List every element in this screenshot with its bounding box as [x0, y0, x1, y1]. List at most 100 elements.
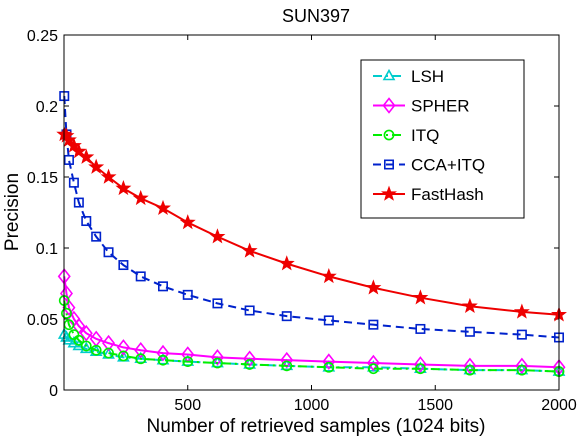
series-spher [57, 268, 566, 376]
data-point-spher [134, 341, 148, 359]
legend-marker-cca-itq [383, 159, 394, 170]
legend-marker-itq [383, 129, 395, 141]
data-point-cca-itq [103, 247, 114, 258]
legend-item-fasthash: FastHash [373, 185, 484, 204]
legend-label-lsh: LSH [411, 67, 444, 86]
data-point-spher [102, 334, 116, 352]
data-point-fasthash [78, 148, 95, 164]
data-point-fasthash [461, 297, 478, 313]
legend-item-cca-itq: CCA+ITQ [373, 156, 485, 175]
data-point-fasthash [278, 255, 295, 271]
data-point-cca-itq [323, 315, 334, 326]
data-point-itq [157, 354, 169, 366]
data-point-lsh [134, 351, 148, 364]
data-point-spher [116, 339, 130, 356]
x-tick-label: 500 [174, 397, 201, 414]
y-tick-label: 0.25 [27, 28, 58, 45]
data-point-fasthash [412, 289, 429, 305]
data-point-spher [413, 356, 427, 373]
data-point-itq [73, 334, 85, 346]
series-fasthash [56, 126, 567, 322]
data-point-fasthash [88, 158, 105, 174]
chart-title: SUN397 [282, 6, 350, 26]
data-point-itq [80, 340, 92, 352]
legend-item-spher: SPHER [373, 97, 470, 116]
data-point-itq [135, 353, 147, 365]
x-tick-label: 1500 [417, 397, 453, 414]
data-point-spher [463, 357, 477, 375]
data-point-cca-itq [135, 271, 146, 282]
data-point-cca-itq [281, 311, 292, 322]
data-point-itq [323, 361, 335, 373]
data-point-itq [516, 364, 528, 376]
data-point-spher [210, 349, 224, 366]
y-tick-label: 0 [49, 383, 58, 400]
y-tick-label: 0.05 [27, 312, 58, 329]
y-axis-label: Precision [2, 173, 23, 251]
data-point-spher [59, 285, 73, 302]
data-point-cca-itq [368, 319, 379, 330]
data-point-itq [464, 364, 476, 376]
data-point-itq [281, 360, 293, 372]
data-point-cca-itq [212, 298, 223, 309]
data-point-fasthash [365, 279, 382, 295]
data-point-fasthash [100, 168, 117, 184]
legend-label-spher: SPHER [411, 97, 470, 116]
data-point-cca-itq [415, 323, 426, 334]
data-point-itq [182, 356, 194, 367]
data-point-cca-itq [63, 154, 74, 165]
data-point-cca-itq [464, 326, 475, 337]
data-point-spher [243, 350, 257, 368]
data-point-itq [212, 357, 223, 369]
data-point-fasthash [179, 214, 196, 230]
data-point-itq [61, 307, 72, 319]
data-point-itq [103, 347, 114, 359]
data-point-cca-itq [91, 231, 102, 242]
y-tick-label: 0.1 [36, 241, 58, 258]
legend-marker-spher [382, 97, 396, 114]
data-point-spher [280, 351, 294, 369]
data-point-spher [515, 357, 529, 375]
data-point-lsh [79, 341, 93, 354]
data-point-cca-itq [158, 281, 169, 292]
data-point-cca-itq [73, 197, 84, 208]
data-point-lsh [67, 335, 81, 348]
y-tick-label: 0.15 [27, 170, 58, 187]
x-tick-label: 1000 [294, 397, 330, 414]
legend-item-itq: ITQ [373, 126, 439, 145]
data-point-spher [156, 344, 170, 362]
data-point-cca-itq [244, 305, 255, 316]
data-point-cca-itq [516, 329, 527, 340]
data-point-fasthash [513, 303, 530, 319]
x-tick-label: 2000 [541, 397, 577, 414]
plot-frame [63, 34, 560, 391]
legend-label-cca-itq: CCA+ITQ [411, 156, 485, 175]
data-point-fasthash [115, 179, 132, 196]
series-line-spher [63, 276, 560, 369]
data-point-itq [90, 344, 102, 356]
data-point-cca-itq [68, 177, 79, 188]
data-point-spher [79, 324, 93, 342]
data-point-itq [244, 359, 256, 370]
data-point-fasthash [155, 199, 171, 216]
y-tick-label: 0.2 [36, 99, 58, 116]
data-point-cca-itq [182, 289, 193, 300]
data-point-itq [118, 350, 129, 362]
data-point-fasthash [132, 189, 149, 206]
legend-item-lsh: LSH [373, 67, 444, 86]
legend-marker-fasthash [381, 185, 397, 201]
data-point-spher [322, 353, 336, 370]
x-axis-label: Number of retrieved samples (1024 bits) [147, 416, 486, 437]
data-point-fasthash [241, 242, 258, 258]
data-point-spher [366, 354, 380, 372]
data-point-cca-itq [81, 216, 92, 227]
data-point-itq [367, 363, 379, 375]
legend-label-itq: ITQ [411, 126, 439, 145]
legend-marker-lsh [382, 68, 396, 81]
data-point-cca-itq [118, 260, 129, 271]
data-point-fasthash [209, 228, 226, 244]
series-line-cca-itq [63, 96, 560, 339]
data-point-fasthash [320, 268, 337, 284]
legend: LSH SPHER ITQ CCA+ITQ FastHash [360, 59, 525, 219]
